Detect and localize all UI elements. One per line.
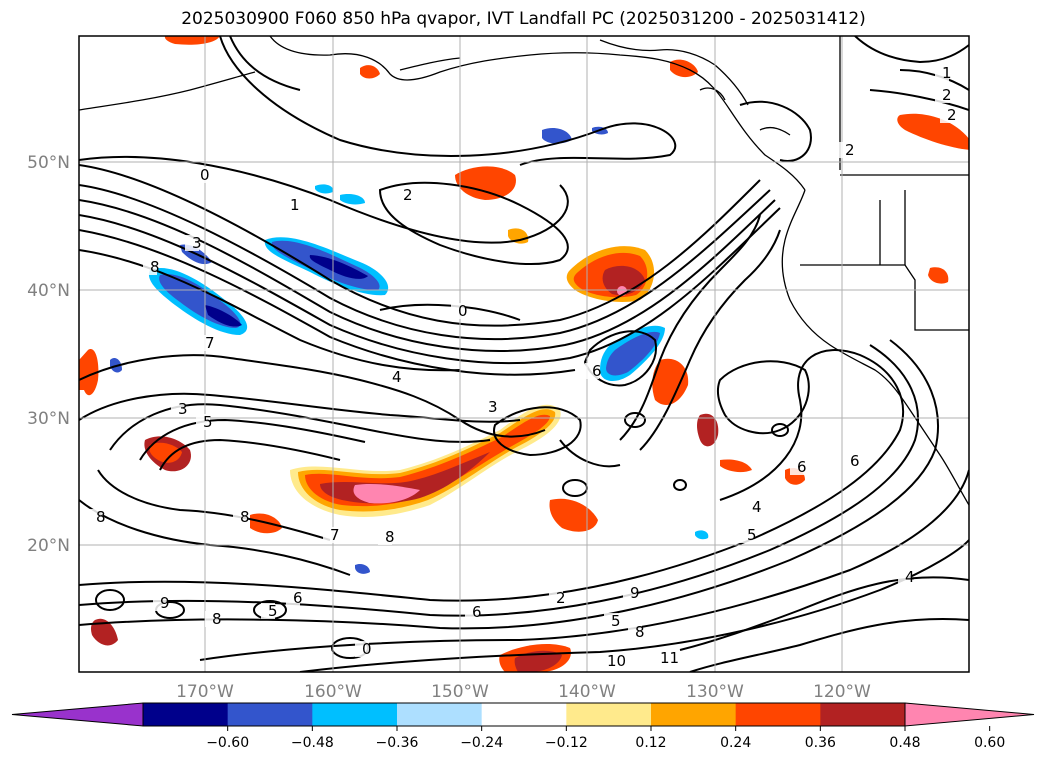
contour-label: 10 <box>607 652 626 670</box>
lat-label-20n: 20°N <box>27 536 70 556</box>
coastlines <box>79 36 969 506</box>
contour-label: 7 <box>330 526 340 544</box>
contour-label: 5 <box>268 602 278 620</box>
contour-label: 8 <box>96 508 106 526</box>
contour-label: 2 <box>403 186 413 204</box>
colorbar-extend-low <box>11 702 144 727</box>
colorbar-bin <box>566 703 652 726</box>
contour-label: 9 <box>160 594 170 612</box>
contour-label: 4 <box>752 498 762 516</box>
contour-label: 5 <box>203 413 213 431</box>
colorbar-tick-label: −0.24 <box>460 735 503 751</box>
contour-label: 8 <box>240 508 250 526</box>
map-title: 2025030900 F060 850 hPa qvapor, IVT Land… <box>181 9 866 29</box>
contour-label: 8 <box>150 258 160 276</box>
contour-label: 3 <box>178 400 188 418</box>
lon-label-120w: 120°W <box>813 682 871 702</box>
colorbar-tick-label: 0.36 <box>805 735 836 751</box>
colorbar-tick-label: −0.48 <box>291 735 334 751</box>
contour-label: 5 <box>611 612 621 630</box>
contour-label: 8 <box>385 528 395 546</box>
contour-label: 2 <box>947 106 957 124</box>
colorbar-tick-label: 0.60 <box>974 735 1005 751</box>
lon-label-150w: 150°W <box>431 682 489 702</box>
contour-label: 3 <box>192 234 202 252</box>
contour-label: 4 <box>905 568 915 586</box>
lon-label-170w: 170°W <box>176 682 234 702</box>
contour-label: 8 <box>635 623 645 641</box>
lon-label-130w: 130°W <box>686 682 744 702</box>
contour-label: 3 <box>488 398 498 416</box>
contour-label: 2 <box>845 141 855 159</box>
contour-label: 6 <box>850 452 860 470</box>
contour-label: 6 <box>797 458 807 476</box>
colorbar-bin <box>651 703 737 726</box>
colorbar-extend-high <box>904 702 1035 727</box>
colorbar-bin <box>227 703 313 726</box>
map-background <box>79 36 969 672</box>
contour-label: 1 <box>290 196 300 214</box>
contour-label: 2 <box>942 86 952 104</box>
colorbar-tick-label: −0.36 <box>376 735 419 751</box>
contour-label: 6 <box>293 589 303 607</box>
lon-label-140w: 140°W <box>558 682 616 702</box>
lon-label-160w: 160°W <box>304 682 362 702</box>
contour-label: 5 <box>747 526 757 544</box>
colorbar-tick-label: 0.48 <box>889 735 920 751</box>
positive-anomaly-shading <box>79 36 969 672</box>
colorbar-tick-label: −0.60 <box>206 735 249 751</box>
contour-label: 11 <box>660 649 679 667</box>
colorbar-bin <box>312 703 398 726</box>
lat-label-30n: 30°N <box>27 409 70 429</box>
colorbar-bin <box>143 703 229 726</box>
colorbar-bin <box>481 703 567 726</box>
contour-label: 2 <box>556 589 566 607</box>
map-frame <box>78 35 970 673</box>
contour-label: 4 <box>392 368 402 386</box>
colorbar-bin <box>397 703 483 726</box>
colorbar-bin <box>820 703 906 726</box>
contour-label: 6 <box>472 603 482 621</box>
contour-label: 9 <box>630 584 640 602</box>
contour-label: 0 <box>458 302 468 320</box>
contour-label: 0 <box>200 166 210 184</box>
contour-label: 0 <box>362 640 372 658</box>
negative-anomaly-shading <box>110 126 709 574</box>
lat-label-50n: 50°N <box>27 153 70 173</box>
colorbar-tick-label: 0.24 <box>720 735 751 751</box>
contour-label: 8 <box>212 610 222 628</box>
contour-label: 7 <box>205 334 215 352</box>
contour-label: 6 <box>592 362 602 380</box>
colorbar-tick-label: 0.12 <box>635 735 666 751</box>
colorbar-tick-label: −0.12 <box>545 735 588 751</box>
colorbar-bin <box>735 703 821 726</box>
lat-label-40n: 40°N <box>27 281 70 301</box>
contour-label: 1 <box>942 64 952 82</box>
colorbar: −0.60 −0.48 −0.36 −0.24 −0.12 0.12 0.24 0.36 0.4… <box>11 702 1035 751</box>
